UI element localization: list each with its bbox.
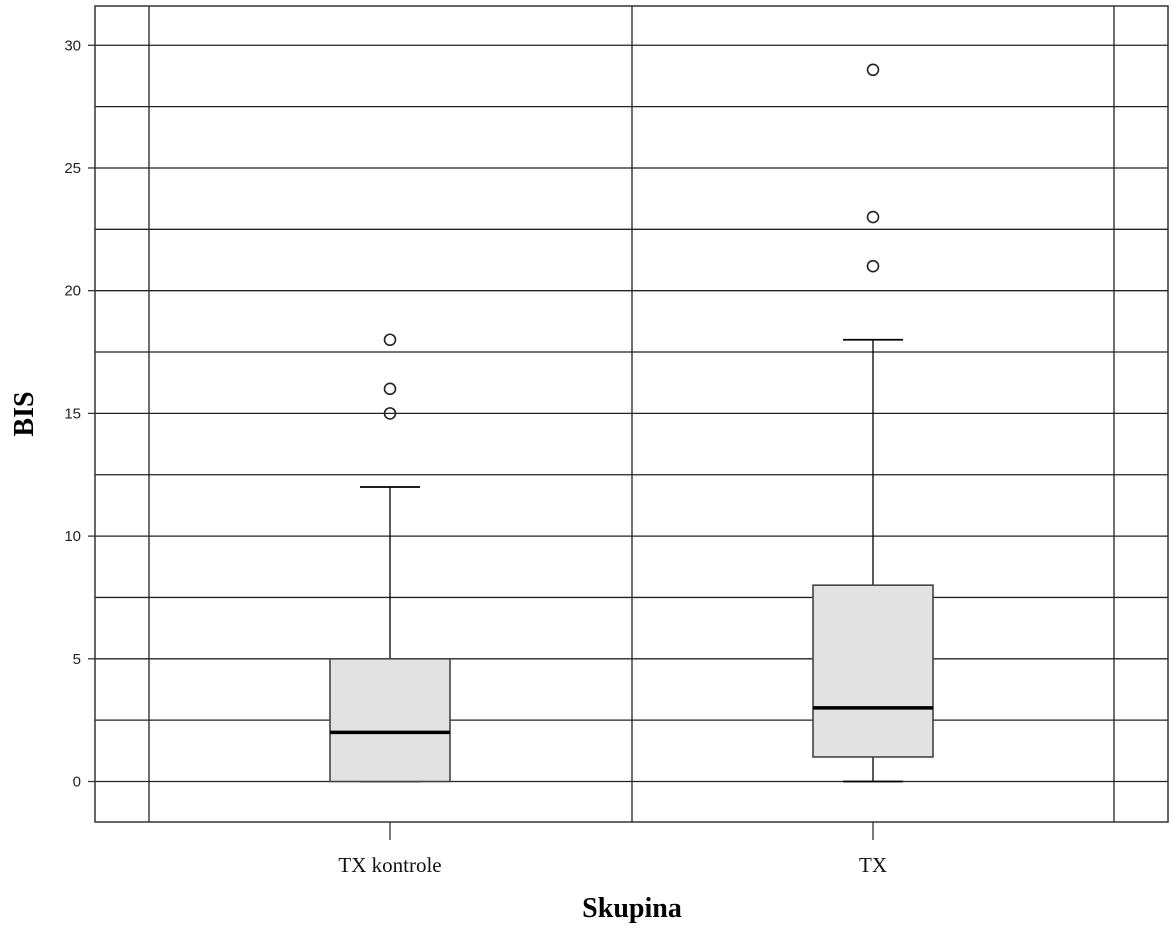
x-tick-label: TX — [859, 853, 887, 877]
outlier-point — [383, 382, 397, 396]
outlier-point — [383, 407, 397, 420]
iqr-box — [812, 584, 934, 758]
y-tick-label: 30 — [64, 37, 81, 54]
x-axis-title: Skupina — [582, 893, 682, 924]
box-1 — [329, 333, 451, 783]
y-tick-label: 10 — [64, 528, 81, 545]
axes — [88, 5, 1169, 840]
outlier-point — [383, 333, 397, 347]
y-tick-label: 25 — [64, 160, 81, 177]
tick-labels: 0 5 10 15 20 25 30 TX kontrole TX — [64, 37, 887, 877]
outlier-point — [866, 63, 880, 77]
y-tick-label: 0 — [73, 774, 81, 791]
grid-lines — [95, 6, 1168, 822]
iqr-box — [329, 657, 451, 783]
box-series — [329, 63, 934, 783]
y-axis-title: BIS — [9, 391, 40, 436]
y-tick-label: 5 — [73, 651, 81, 668]
outlier-point — [866, 210, 880, 224]
x-tick-label: TX kontrole — [338, 853, 441, 877]
y-tick-label: 20 — [64, 283, 81, 300]
y-tick-label: 15 — [64, 405, 81, 422]
box-2 — [812, 63, 934, 783]
outlier-point — [866, 259, 880, 273]
